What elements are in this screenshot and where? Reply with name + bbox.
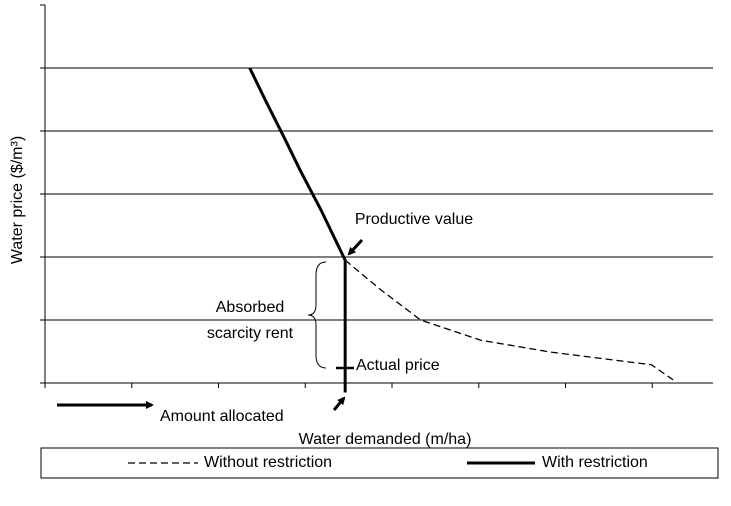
annotation: Actual price <box>356 357 440 374</box>
arrow <box>347 238 364 256</box>
annotation: scarcity rent <box>207 325 294 342</box>
brace <box>307 261 327 369</box>
y-axis-label: Water price ($/m³) <box>9 136 26 264</box>
series-line <box>248 67 347 393</box>
legend-label: With restriction <box>542 454 648 471</box>
legend-box <box>40 447 719 479</box>
legend-label: Without restriction <box>204 454 332 471</box>
x-axis-label: Water demanded (m/ha) <box>299 431 472 448</box>
series-line <box>344 259 674 381</box>
annotation: Amount allocated <box>160 408 284 425</box>
annotation: Absorbed <box>216 299 285 316</box>
arrow <box>332 396 346 411</box>
annotation: Productive value <box>355 211 473 228</box>
